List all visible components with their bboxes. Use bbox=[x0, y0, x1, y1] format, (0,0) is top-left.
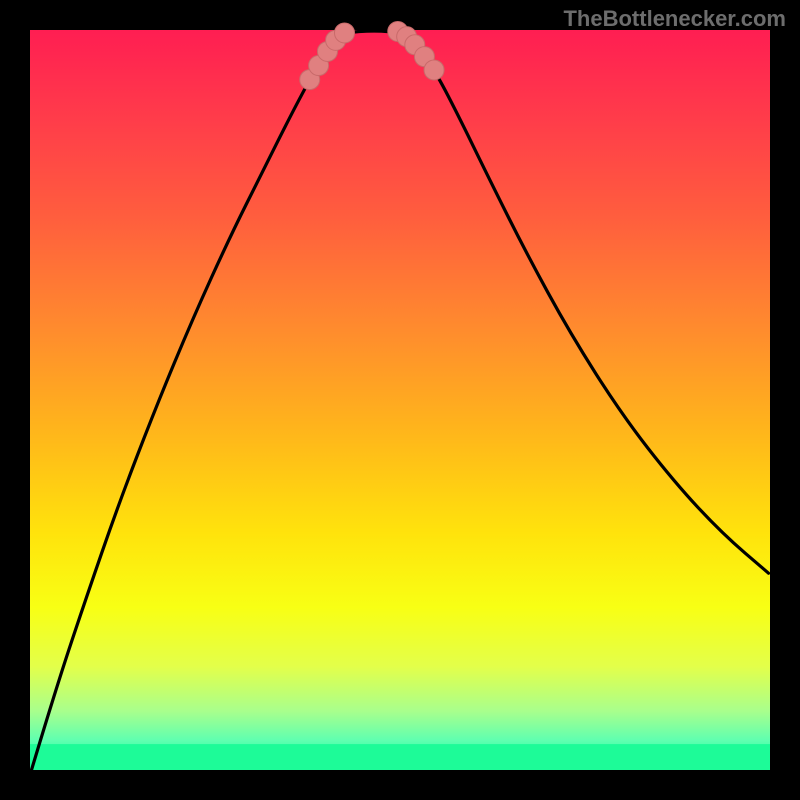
watermark-text: TheBottlenecker.com bbox=[563, 6, 786, 32]
bottleneck-curve-svg bbox=[30, 30, 770, 770]
bottleneck-curve bbox=[31, 31, 768, 770]
green-band-rect bbox=[30, 744, 770, 770]
curve-path-group bbox=[31, 31, 768, 770]
curve-marker bbox=[335, 23, 355, 43]
plot-area bbox=[30, 30, 770, 770]
curve-marker bbox=[424, 60, 444, 80]
green-band bbox=[30, 744, 770, 770]
